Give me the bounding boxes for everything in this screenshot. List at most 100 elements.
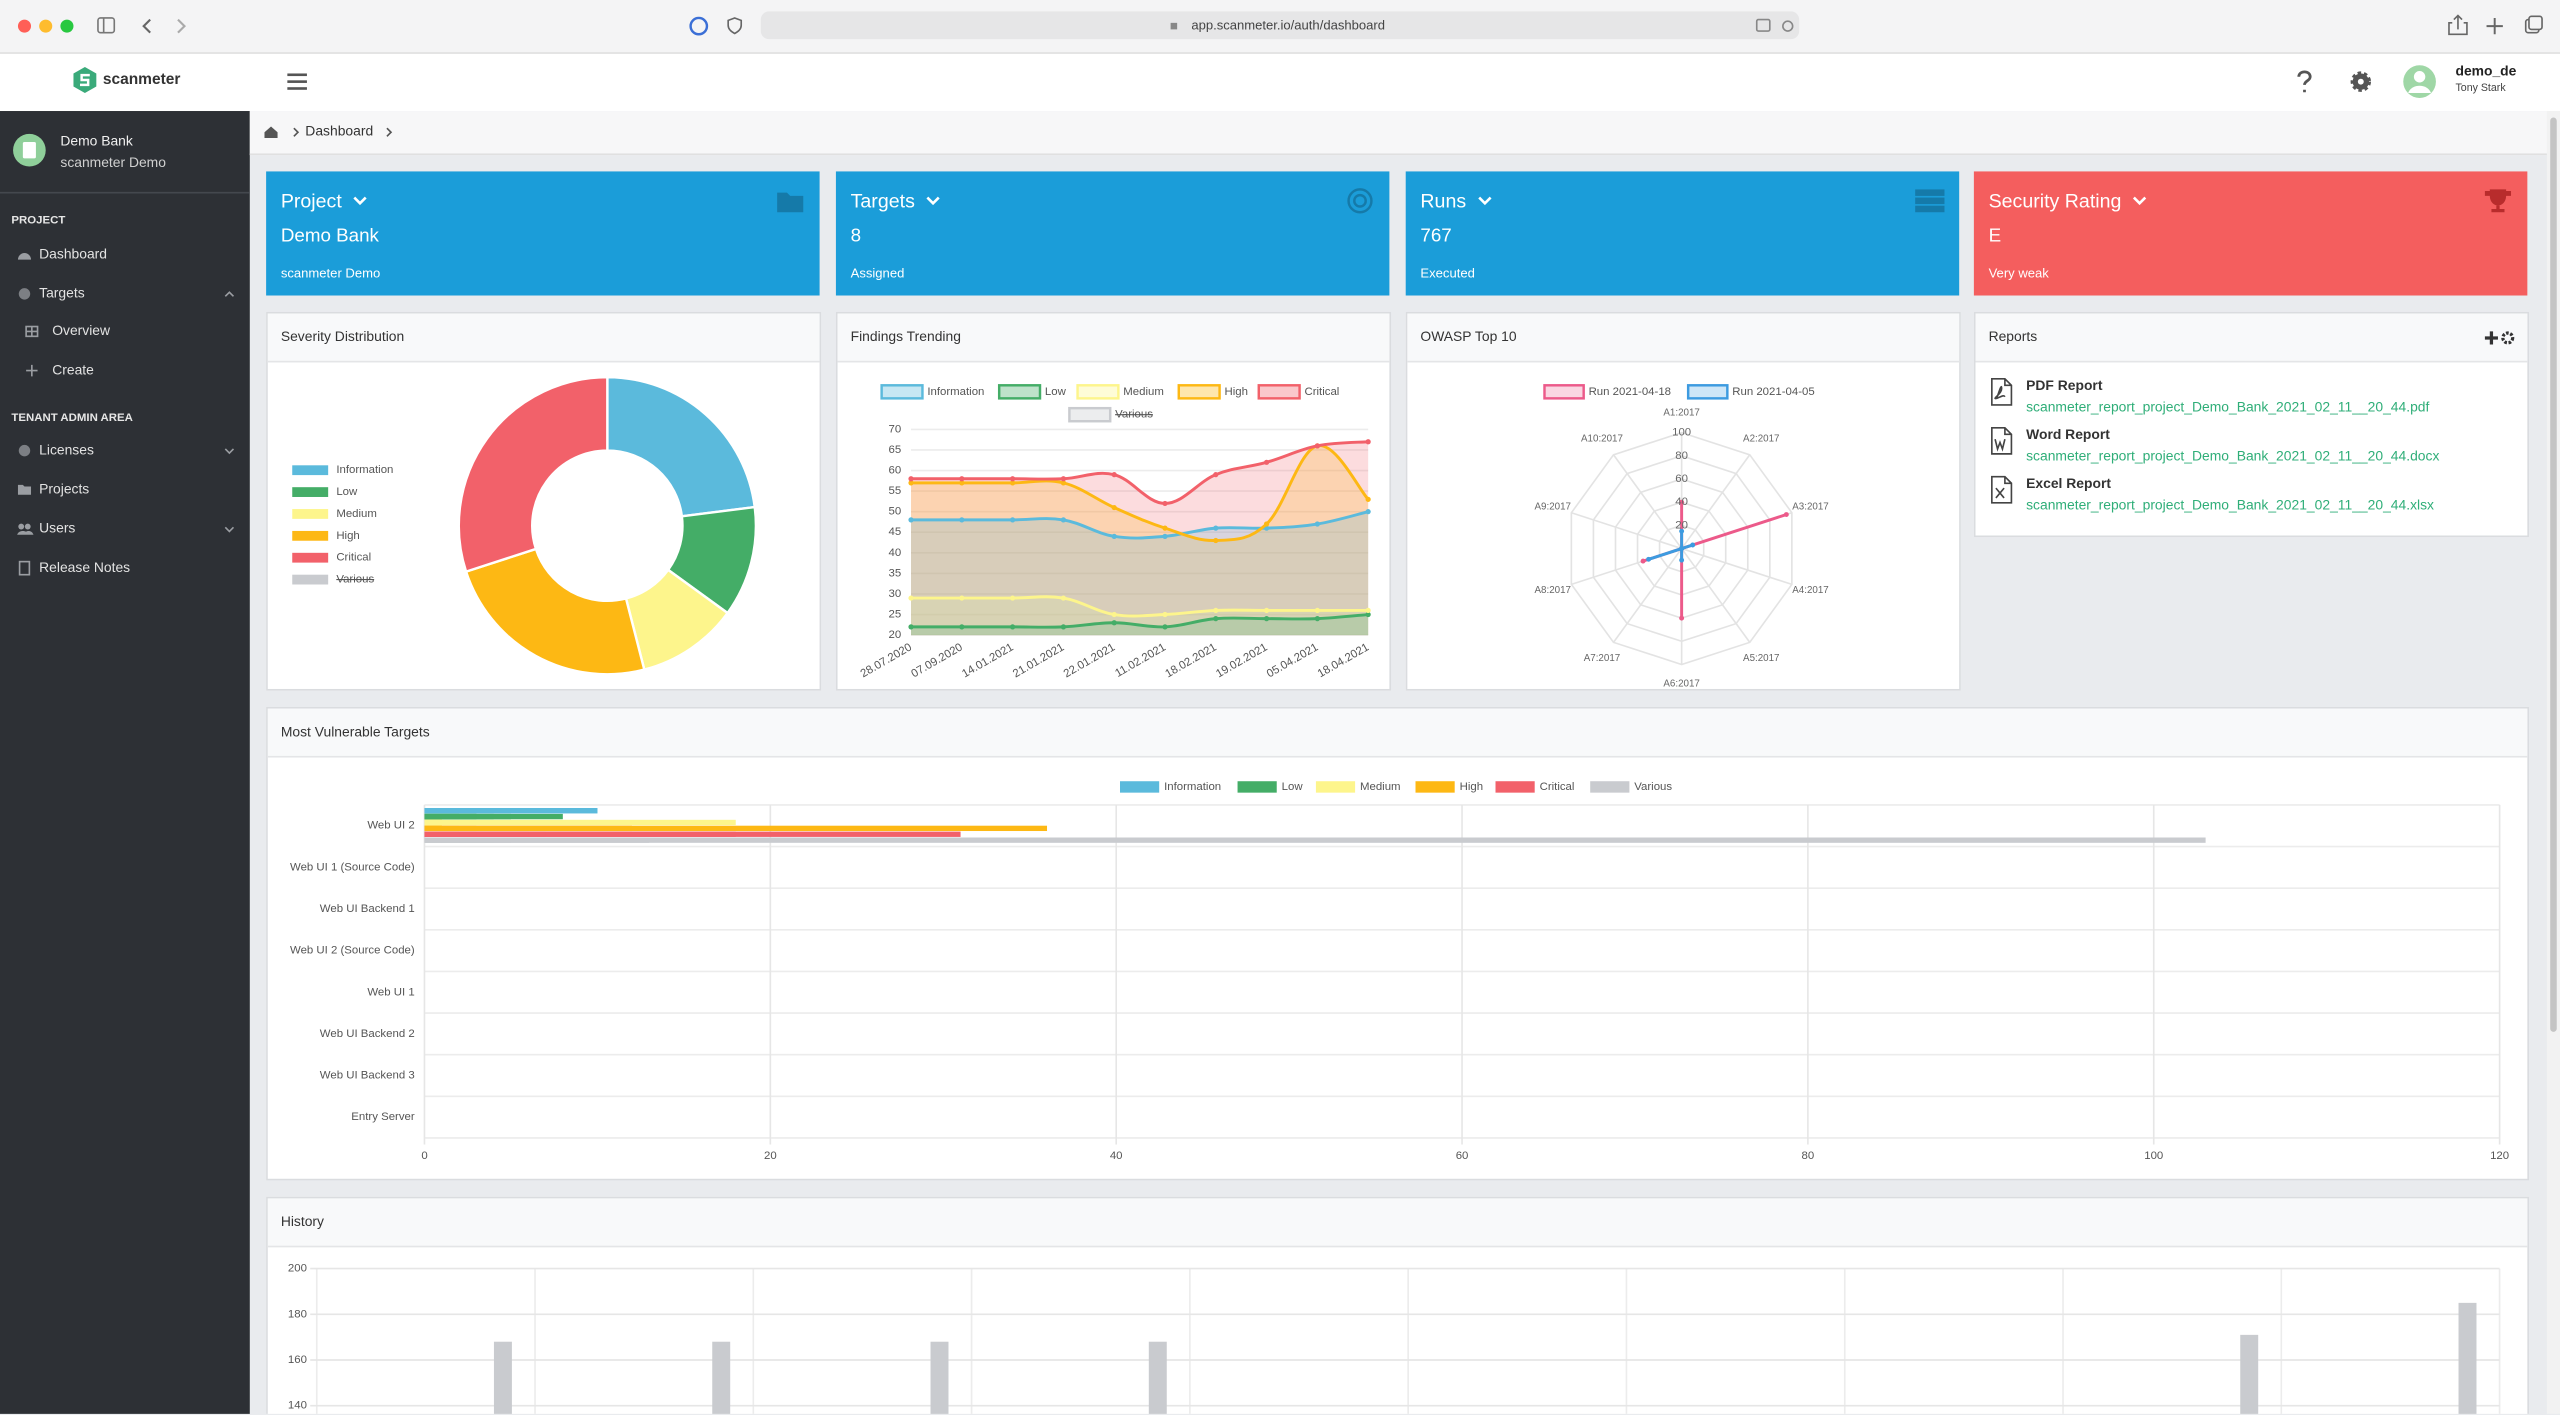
translate-icon[interactable] (1755, 18, 1771, 32)
targets-chart: Information Low Medium High Critical Various 0… (290, 781, 2509, 1162)
tenant-avatar-icon (22, 142, 36, 159)
nav-item[interactable]: Release Notes (18, 559, 131, 576)
folder-icon (777, 192, 804, 213)
zoom-button[interactable] (60, 19, 74, 33)
home-icon[interactable] (264, 126, 278, 138)
help-icon[interactable] (2297, 70, 2312, 93)
report-file[interactable]: scanmeter_report_project_Demo_Bank_2021_… (2026, 447, 2440, 464)
dropdown-chevron[interactable] (1478, 196, 1493, 206)
axis-label: A5:2017 (1743, 653, 1779, 664)
nav-item[interactable]: Targets (18, 285, 235, 301)
legend-label[interactable]: Information (1164, 781, 1221, 793)
report-actions (2484, 331, 2515, 345)
data-point (1314, 521, 1320, 527)
legend-label[interactable]: Low (1045, 386, 1067, 398)
nav-item[interactable]: Users (17, 520, 235, 536)
breadcrumb-item[interactable]: Dashboard (305, 122, 374, 139)
user-login[interactable]: demo_de (2456, 62, 2517, 78)
legend-label[interactable]: Low (1282, 781, 1304, 793)
bar (424, 837, 650, 843)
legend-label[interactable]: High (1224, 386, 1247, 398)
legend-label[interactable]: Critical (1540, 781, 1575, 793)
axis-label: A2:2017 (1743, 434, 1779, 445)
legend-label[interactable]: Various (1634, 781, 1672, 793)
legend-label[interactable]: High (336, 530, 359, 542)
nav-item[interactable]: Overview (25, 322, 111, 338)
nav-item[interactable]: Projects (17, 480, 89, 496)
legend-label[interactable]: Information (336, 464, 393, 476)
legend-label[interactable]: Critical (336, 552, 371, 564)
dropdown-chevron[interactable] (353, 196, 368, 206)
y-tick-label: Web UI Backend 3 (320, 1070, 415, 1082)
bar (424, 837, 2206, 843)
nav-item[interactable]: Licenses (18, 441, 235, 457)
minimize-button[interactable] (39, 19, 53, 33)
sidebar-toggle[interactable] (97, 17, 116, 34)
address-bar[interactable] (760, 11, 1800, 40)
spoke (1680, 548, 1751, 643)
legend-label[interactable]: Medium (1123, 386, 1164, 398)
legend-swatch (1415, 781, 1455, 793)
legend-label[interactable]: Medium (1360, 781, 1401, 793)
data-point (1263, 521, 1270, 527)
settings-icon-hole (2357, 78, 2364, 85)
series-line (911, 595, 1369, 618)
nav-section-title: TENANT ADMIN AREA (11, 412, 132, 424)
new-tab-button[interactable] (2486, 17, 2503, 35)
bar (424, 831, 460, 837)
nav-item[interactable]: Dashboard (17, 245, 107, 261)
legend-label[interactable]: Run 2021-04-05 (1732, 386, 1814, 398)
close-button[interactable] (17, 19, 32, 33)
reload-icon[interactable] (1782, 20, 1794, 32)
report-item: PDF Report scanmeter_report_project_Demo_… (2026, 377, 2429, 415)
logo-text[interactable]: scanmeter (103, 71, 181, 88)
scrollbar-thumb[interactable] (2550, 117, 2557, 1032)
spoke (1571, 511, 1682, 550)
x-tick-label: 80 (1802, 1150, 1815, 1162)
legend-label[interactable]: Low (336, 486, 358, 498)
legend-swatch (997, 384, 1042, 400)
share-button[interactable] (2448, 14, 2468, 36)
report-settings-button[interactable] (2501, 331, 2515, 345)
nav-icon (18, 560, 31, 576)
forward-button[interactable] (177, 18, 186, 34)
password-icon[interactable] (689, 16, 709, 36)
bar (424, 837, 442, 843)
back-button[interactable] (142, 18, 151, 34)
pie-slice (457, 375, 609, 574)
legend-label[interactable]: Critical (1304, 386, 1339, 398)
card-title[interactable]: Project (280, 189, 342, 213)
nav-icon (17, 484, 32, 495)
data-point (1162, 525, 1168, 531)
header-graphics: scanmeter demo_de Tony Stark (73, 62, 2517, 98)
shield-icon[interactable] (727, 17, 743, 35)
dropdown-chevron[interactable] (926, 196, 941, 206)
legend-label[interactable]: Medium (336, 508, 377, 520)
report-file[interactable]: scanmeter_report_project_Demo_Bank_2021_… (2026, 398, 2430, 415)
y-tick-label: 25 (889, 609, 902, 621)
nav-icon (18, 444, 31, 457)
app-header: scanmeter demo_de Tony Stark (0, 53, 2560, 113)
legend-label[interactable]: High (1460, 781, 1483, 793)
menu-toggle[interactable] (287, 73, 307, 90)
legend-label[interactable]: Information (927, 386, 984, 398)
panel-title: Reports (1975, 313, 2528, 363)
breadcrumb: Dashboard (249, 111, 2547, 156)
r-tick-label: 60 (1675, 473, 1688, 485)
nav-item[interactable]: Create (26, 361, 94, 377)
add-report-button[interactable] (2484, 331, 2498, 345)
targets-panel: Most Vulnerable Targets Information Low Me… (266, 706, 2529, 1181)
data-point (1690, 542, 1696, 548)
series-area (911, 445, 1369, 636)
x-tick-label: 0 (421, 1150, 427, 1162)
report-file[interactable]: scanmeter_report_project_Demo_Bank_2021_… (2026, 496, 2435, 513)
card-title[interactable]: Security Rating (1988, 189, 2122, 213)
card-title[interactable]: Runs (1420, 189, 1467, 213)
y-tick-label: 200 (288, 1263, 307, 1275)
target-icon (1347, 188, 1373, 214)
dropdown-chevron[interactable] (2133, 196, 2148, 206)
report-icon (1991, 426, 2013, 455)
legend-label[interactable]: Run 2021-04-18 (1589, 386, 1671, 398)
tenant-name[interactable]: Demo Bank (60, 133, 132, 149)
card-title[interactable]: Targets (850, 189, 915, 213)
